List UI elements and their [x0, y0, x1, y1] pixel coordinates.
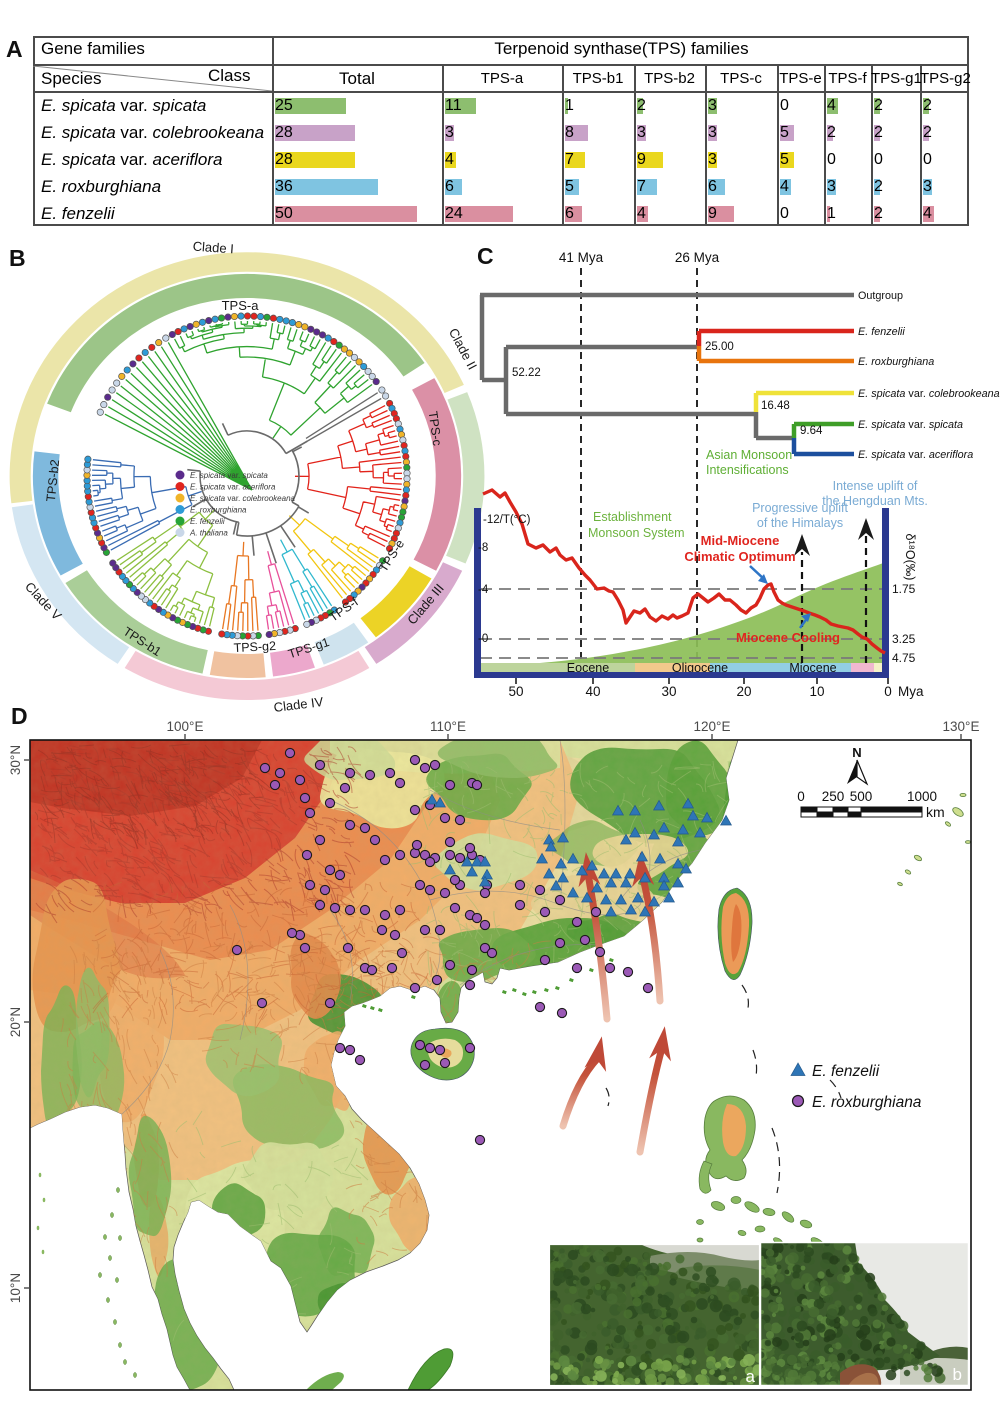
- svg-text:a: a: [746, 1367, 756, 1386]
- svg-text:Intensifications: Intensifications: [706, 463, 789, 477]
- svg-text:1000: 1000: [907, 789, 937, 804]
- svg-text:20: 20: [736, 684, 751, 699]
- svg-text:Clade IV: Clade IV: [273, 694, 325, 715]
- svg-text:TPS-g2: TPS-g2: [233, 639, 276, 655]
- svg-text:0: 0: [797, 789, 805, 804]
- svg-text:E. roxburghiana: E. roxburghiana: [190, 506, 247, 515]
- svg-text:9.64: 9.64: [800, 425, 823, 437]
- svg-text:TPS-b2: TPS-b2: [44, 459, 62, 503]
- svg-text:-8: -8: [478, 542, 488, 554]
- svg-text:Establishment: Establishment: [593, 510, 672, 524]
- svg-text:Progressive uplift: Progressive uplift: [752, 501, 848, 515]
- svg-text:3.25: 3.25: [892, 632, 916, 646]
- svg-text:b: b: [953, 1365, 962, 1384]
- svg-text:Clade I: Clade I: [192, 239, 234, 257]
- svg-text:0: 0: [884, 684, 892, 699]
- svg-text:TPS-c: TPS-c: [426, 410, 445, 446]
- svg-text:41 Mya: 41 Mya: [559, 250, 604, 265]
- svg-text:20°N: 20°N: [8, 1007, 23, 1037]
- svg-text:Outgroup: Outgroup: [858, 290, 903, 302]
- svg-text:110°E: 110°E: [430, 719, 466, 734]
- svg-text:25.00: 25.00: [705, 341, 734, 353]
- svg-text:1.75: 1.75: [892, 582, 916, 596]
- svg-text:Climatic Optimum: Climatic Optimum: [684, 549, 795, 564]
- svg-text:16.48: 16.48: [761, 400, 790, 412]
- svg-text:Intense uplift of: Intense uplift of: [833, 479, 918, 493]
- svg-text:of the Himalays: of the Himalays: [757, 516, 843, 530]
- svg-text:the Hengduan Mts.: the Hengduan Mts.: [822, 494, 928, 508]
- svg-text:Mya: Mya: [898, 684, 924, 699]
- svg-text:250: 250: [822, 789, 845, 804]
- svg-text:10: 10: [809, 684, 824, 699]
- svg-text:E. spicata var. colebrookeana: E. spicata var. colebrookeana: [190, 494, 296, 503]
- svg-text:E. spicata var. spicata: E. spicata var. spicata: [858, 419, 963, 431]
- svg-text:-4: -4: [478, 584, 489, 596]
- svg-text:-0: -0: [478, 633, 488, 645]
- svg-text:500: 500: [850, 789, 873, 804]
- svg-text:4.75: 4.75: [892, 651, 916, 665]
- svg-text:30°N: 30°N: [8, 745, 23, 775]
- svg-text:E. spicata var. aceriflora: E. spicata var. aceriflora: [190, 483, 276, 492]
- svg-text:Asian Monsoon: Asian Monsoon: [706, 448, 792, 462]
- svg-text:E. fenzelii: E. fenzelii: [812, 1063, 880, 1080]
- svg-text:δ¹⁸O(‰): δ¹⁸O(‰): [903, 534, 917, 581]
- svg-text:Miocene Cooling: Miocene Cooling: [736, 630, 840, 645]
- svg-text:130°E: 130°E: [943, 719, 980, 734]
- svg-text:E. roxburghiana: E. roxburghiana: [858, 356, 934, 368]
- svg-text:E. spicata var. aceriflora: E. spicata var. aceriflora: [858, 449, 973, 461]
- svg-text:E. spicata var. spicata: E. spicata var. spicata: [190, 471, 268, 480]
- svg-text:A. thaliana: A. thaliana: [189, 529, 228, 538]
- svg-text:N: N: [852, 745, 861, 760]
- svg-text:52.22: 52.22: [512, 367, 541, 379]
- svg-text:Monsoon System: Monsoon System: [588, 526, 685, 540]
- svg-text:120°E: 120°E: [694, 719, 731, 734]
- svg-text:E. fenzelii: E. fenzelii: [858, 326, 905, 338]
- svg-text:Mid-Miocene: Mid-Miocene: [701, 533, 780, 548]
- svg-text:E. fenzelii: E. fenzelii: [190, 517, 225, 526]
- svg-text:10°N: 10°N: [8, 1273, 23, 1303]
- svg-text:E. spicata var. colebrookeana: E. spicata var. colebrookeana: [858, 388, 1000, 400]
- svg-text:100°E: 100°E: [167, 719, 204, 734]
- svg-text:Oligocene: Oligocene: [672, 661, 728, 675]
- svg-text:TPS-a: TPS-a: [222, 298, 260, 313]
- svg-text:Miocene: Miocene: [789, 661, 836, 675]
- svg-text:km: km: [926, 804, 945, 820]
- svg-text:30: 30: [661, 684, 676, 699]
- svg-text:26 Mya: 26 Mya: [675, 250, 720, 265]
- svg-text:40: 40: [585, 684, 600, 699]
- svg-text:E. roxburghiana: E. roxburghiana: [812, 1094, 922, 1111]
- svg-text:-12/T(°C): -12/T(°C): [483, 514, 531, 526]
- svg-text:Eocene: Eocene: [567, 661, 609, 675]
- svg-text:50: 50: [508, 684, 523, 699]
